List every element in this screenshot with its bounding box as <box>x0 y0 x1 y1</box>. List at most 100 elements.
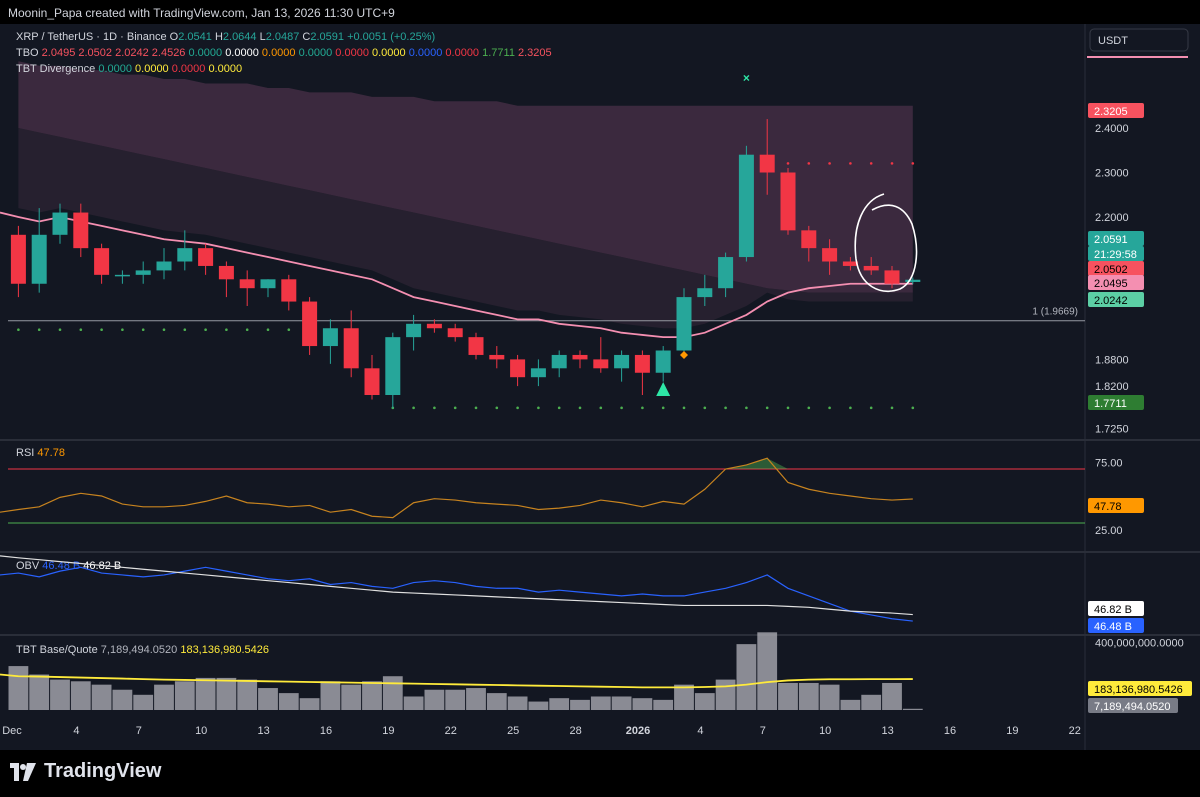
price-axis-tag-text: 47.78 <box>1094 501 1122 513</box>
legend-ohlc-value: 2.0591 <box>310 31 347 43</box>
support-dot <box>141 328 145 332</box>
buy-triangle-marker <box>656 382 671 396</box>
time-tick-label: 2026 <box>626 725 650 737</box>
legend-ohlc-key: L <box>260 31 266 43</box>
support-dot <box>58 328 62 332</box>
resistance-dot <box>786 162 790 165</box>
candle-body <box>905 279 921 282</box>
volume-bar <box>715 679 736 710</box>
obv-label: OBV <box>16 560 42 572</box>
cloud-layer <box>18 61 913 329</box>
price-axis-tag: 46.48 B <box>1088 618 1144 633</box>
support-dot <box>828 406 831 410</box>
candle-body <box>718 257 734 289</box>
legend-tbo-value: 2.3205 <box>518 47 552 59</box>
legend: XRP / TetherUS · 1D · Binance O2.0541 H2… <box>16 31 552 75</box>
caption: Moonin_Papa created with TradingView.com… <box>8 6 395 20</box>
price-axis-tag: 2.0495 <box>1088 275 1144 290</box>
footer <box>0 750 1200 797</box>
legend-ohlc-value: 2.0541 <box>178 31 215 43</box>
price-axis-tag: 7,189,494.0520 <box>1088 698 1178 713</box>
price-axis-tag-bg <box>1088 292 1144 307</box>
time-tick-label: 7 <box>136 725 142 737</box>
volume-title: TBT Base/Quote 7,189,494.0520 183,136,98… <box>16 644 269 656</box>
support-dot <box>641 406 644 410</box>
price-axis-tag: 21:29:58 <box>1088 246 1144 261</box>
volume-bar <box>174 681 195 710</box>
price-axis-tag-bg <box>1088 231 1144 246</box>
candle-body <box>156 261 172 271</box>
volume-layer: TBT Base/Quote 7,189,494.0520 183,136,98… <box>0 632 923 710</box>
candle-body <box>510 359 526 378</box>
cross-marker: × <box>743 71 750 85</box>
circle-drawing[interactable] <box>854 193 918 292</box>
support-dot <box>724 406 727 410</box>
ma-layer <box>0 211 913 339</box>
support-dot <box>786 406 790 410</box>
candle-body <box>94 248 110 275</box>
price-axis-tag-text: 2.3205 <box>1094 106 1128 118</box>
support-dot <box>620 406 623 410</box>
volume-bar <box>320 681 341 710</box>
candle-body <box>447 328 463 338</box>
chart-canvas[interactable]: USDT 1 (1.9669) × RSI 47.78 OBV 46.48 B … <box>0 24 1200 750</box>
cloud-lower-band <box>18 128 913 329</box>
support-dot <box>474 406 478 410</box>
support-dot <box>578 406 582 410</box>
legend-tbtdiv-value: 0.0000 <box>208 63 242 75</box>
obv-layer: OBV 46.48 B 46.82 B <box>0 555 913 622</box>
price-axis-tag-text: 7,189,494.0520 <box>1094 701 1170 713</box>
volume-bar <box>902 708 923 710</box>
volume-label: TBT Base/Quote <box>16 644 101 656</box>
volume-bar <box>133 694 154 710</box>
candle-body <box>10 234 26 284</box>
support-dot <box>557 406 561 410</box>
candle-body <box>593 359 609 369</box>
candle-body <box>322 328 338 347</box>
legend-tbo-value: 1.7711 <box>482 47 518 59</box>
support-dot <box>453 406 457 410</box>
price-tick-label: 2.2000 <box>1095 212 1129 224</box>
time-tick-label: 13 <box>257 725 269 737</box>
resistance-dot <box>828 162 831 165</box>
candle-body <box>31 234 47 284</box>
support-dot <box>204 328 207 332</box>
volume-bar <box>757 632 778 710</box>
legend-tbo-value: 2.0502 <box>78 47 115 59</box>
candle-body <box>634 354 650 373</box>
legend-tbo-value: 0.0000 <box>445 47 482 59</box>
legend-tbo-value: 0.0000 <box>225 47 262 59</box>
legend-tbo-line: TBO 2.0495 2.0502 2.0242 2.4526 0.0000 0… <box>16 47 552 59</box>
resistance-dot <box>869 162 873 165</box>
price-axis-tag-text: 2.0591 <box>1094 234 1128 246</box>
time-tick-label: 13 <box>881 725 893 737</box>
price-axis-tag-bg <box>1088 601 1144 616</box>
time-tick-label: 19 <box>382 725 394 737</box>
candle-body <box>884 270 900 284</box>
tradingview-logo[interactable]: TradingView <box>10 760 161 783</box>
volume-bar <box>507 696 528 710</box>
legend-title: XRP / TetherUS · 1D · Binance <box>16 31 170 43</box>
support-dot <box>537 406 540 410</box>
legend-tbo-label: TBO <box>16 47 42 59</box>
volume-bar <box>840 699 861 710</box>
price-axis-tag: 1.7711 <box>1088 395 1144 410</box>
candle-body <box>801 230 817 249</box>
volume-value: 7,189,494.0520 <box>101 644 181 656</box>
legend-tbtdiv-value: 0.0000 <box>172 63 209 75</box>
currency-dropdown[interactable]: USDT <box>1089 28 1189 52</box>
price-axis-tag: 2.0591 <box>1088 231 1144 246</box>
support-dot <box>17 328 20 332</box>
volume-ma-value: 183,136,980.5426 <box>180 644 269 656</box>
candle-body <box>759 154 775 173</box>
support-dot <box>745 406 748 410</box>
volume-bar <box>653 699 674 710</box>
legend-tbo-value: 0.0000 <box>262 47 299 59</box>
candle-body <box>572 354 588 360</box>
tradingview-logo-icon <box>10 762 36 781</box>
volume-bar <box>819 684 840 710</box>
support-dot <box>183 328 187 332</box>
legend-tbo-value: 2.0495 <box>42 47 79 59</box>
price-axis-tag-text: 46.82 B <box>1094 604 1132 616</box>
time-tick-label: 16 <box>944 725 956 737</box>
